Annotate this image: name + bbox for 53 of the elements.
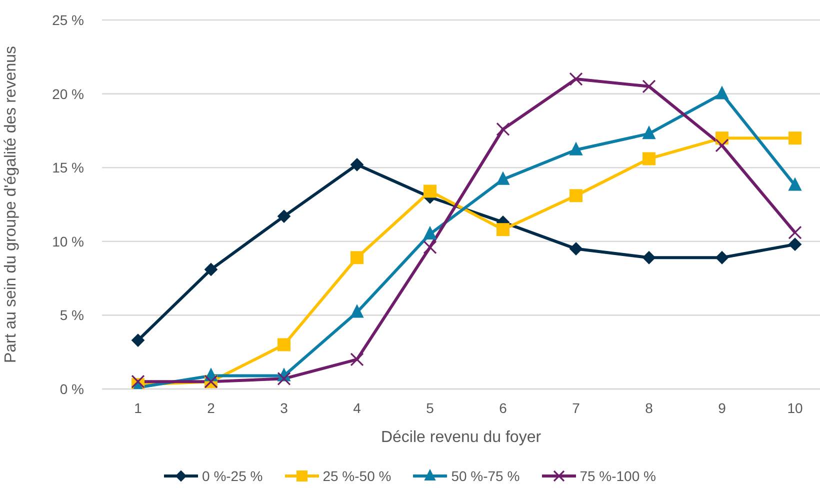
point	[716, 251, 728, 264]
point	[788, 132, 802, 145]
x-tick-label: 10	[787, 400, 803, 416]
legend-label: 50 %-75 %	[451, 468, 520, 484]
point	[132, 334, 144, 347]
point	[277, 372, 291, 386]
point	[788, 178, 802, 191]
point	[716, 86, 728, 100]
point	[350, 158, 364, 172]
y-axis-title: Part au sein du groupe d'égalité des revenus	[2, 46, 20, 364]
point	[131, 374, 145, 388]
point	[350, 352, 364, 366]
x-axis-title: Décile revenu du foyer	[380, 429, 542, 446]
point	[424, 184, 436, 198]
point	[496, 172, 510, 185]
legend-label: 25 %-50 %	[322, 468, 392, 484]
point	[278, 210, 290, 223]
point	[496, 223, 510, 236]
x-tick-label: 2	[207, 400, 216, 416]
point	[423, 240, 437, 254]
point	[569, 72, 583, 86]
point	[350, 304, 364, 318]
legend-label: 0 %-25 %	[202, 468, 263, 484]
point	[570, 142, 582, 156]
y-tick-label: 5 %	[60, 307, 84, 324]
point	[642, 152, 656, 166]
x-tick-label: 1	[134, 400, 142, 416]
point	[788, 238, 802, 251]
point	[570, 242, 582, 256]
y-tick-label: 15 %	[52, 160, 84, 176]
point	[715, 138, 729, 152]
point	[496, 122, 510, 136]
point	[642, 126, 656, 140]
y-tick-label: 10 %	[52, 233, 84, 250]
point	[642, 80, 656, 94]
point	[788, 226, 802, 240]
legend-label: 75 %-100 %	[580, 468, 656, 484]
y-tick-label: 25 %	[52, 12, 84, 28]
x-tick-label: 4	[353, 400, 362, 416]
x-tick-label: 6	[499, 400, 508, 416]
point	[424, 226, 436, 240]
x-tick-label: 7	[572, 400, 580, 416]
point	[350, 251, 364, 264]
point	[204, 262, 218, 276]
x-tick-label: 8	[645, 400, 654, 416]
x-tick-label: 5	[426, 400, 434, 416]
y-tick-label: 0 %	[60, 380, 84, 397]
point	[642, 251, 656, 264]
x-tick-label: 9	[718, 400, 726, 416]
point	[278, 338, 290, 352]
x-tick-label: 3	[280, 400, 288, 416]
y-tick-label: 20 %	[52, 86, 84, 102]
point	[570, 189, 582, 202]
